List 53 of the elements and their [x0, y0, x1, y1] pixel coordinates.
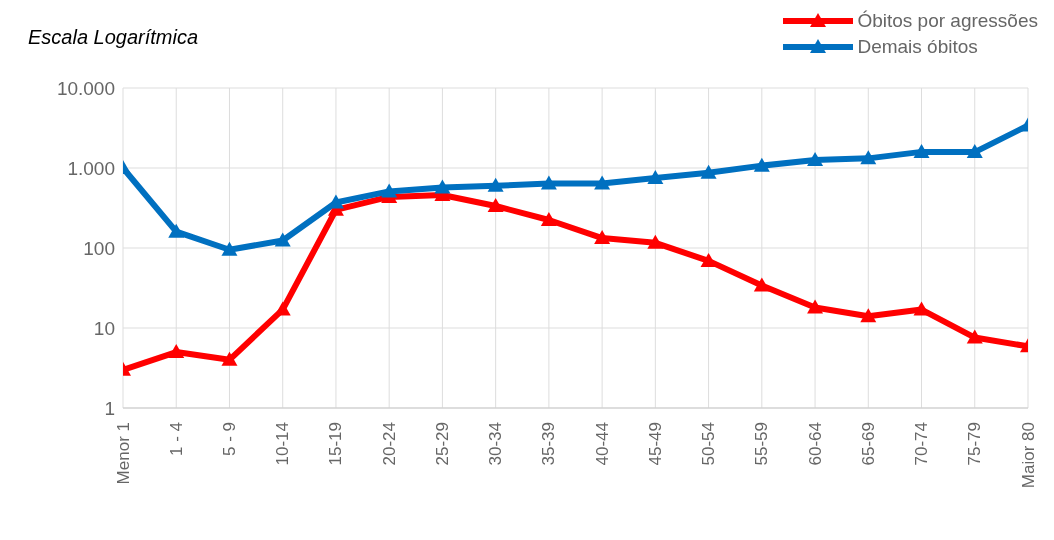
y-tick-label: 10 — [93, 317, 115, 339]
point — [807, 299, 824, 314]
x-tick-label: 25-29 — [432, 422, 452, 466]
point — [966, 329, 983, 344]
x-tick-label: 20-24 — [379, 422, 399, 466]
point — [274, 301, 291, 316]
point — [647, 234, 664, 249]
point — [700, 252, 717, 267]
point — [860, 308, 877, 323]
y-tick-label: 10.000 — [56, 77, 115, 99]
point — [274, 232, 291, 247]
x-tick-label: 30-34 — [486, 422, 506, 466]
x-tick-label: 40-44 — [592, 422, 612, 466]
x-tick-label: 45-49 — [645, 422, 665, 466]
x-tick-label: 35-39 — [539, 422, 559, 466]
x-tick-label: 10-14 — [273, 422, 293, 466]
x-tick-label: 1 - 4 — [166, 422, 186, 457]
point — [753, 157, 770, 172]
point — [540, 175, 557, 190]
point — [807, 151, 824, 166]
x-tick-label: Menor 1 — [113, 422, 133, 485]
x-tick-label: 60-64 — [805, 422, 825, 466]
chart-title: Escala Logarítmica — [28, 26, 199, 49]
y-tick-label: 100 — [83, 237, 115, 259]
point — [913, 143, 930, 158]
point — [753, 277, 770, 292]
x-tick-label: 75-79 — [965, 422, 985, 466]
point — [860, 150, 877, 165]
x-tick-label: 50-54 — [699, 422, 719, 466]
point — [594, 230, 611, 245]
legend-label: Demais óbitos — [857, 36, 978, 58]
x-tick-label: 15-19 — [326, 422, 346, 466]
point — [168, 223, 185, 238]
point — [540, 211, 557, 226]
point — [221, 351, 238, 366]
y-tick-label: 1 — [104, 397, 115, 419]
point — [168, 344, 185, 359]
x-tick-label: Maior 80 — [1018, 422, 1038, 489]
point — [594, 175, 611, 190]
point — [221, 241, 238, 256]
point — [381, 183, 398, 198]
x-tick-label: 70-74 — [912, 422, 932, 466]
point — [966, 144, 983, 159]
x-tick-label: 55-59 — [752, 422, 772, 466]
x-tick-label: 65-69 — [858, 422, 878, 466]
point — [487, 177, 504, 192]
x-tick-label: 5 - 9 — [219, 422, 239, 457]
legend-label: Óbitos por agressões — [857, 10, 1038, 32]
point — [700, 164, 717, 179]
y-tick-label: 1.000 — [67, 157, 115, 179]
point — [647, 170, 664, 184]
point — [487, 198, 504, 212]
point — [434, 179, 451, 194]
